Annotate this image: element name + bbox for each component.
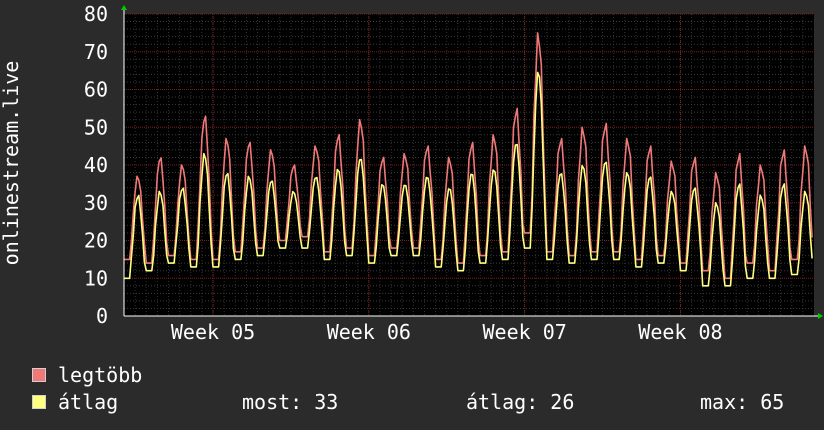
legend-label-avg: átlag bbox=[58, 390, 119, 414]
legend-swatch-avg bbox=[32, 395, 46, 409]
y-tick-label: 60 bbox=[84, 78, 108, 102]
legend-item-avg: átlag bbox=[32, 390, 119, 414]
series-line-1 bbox=[124, 71, 813, 287]
series-line-0 bbox=[124, 32, 813, 280]
y-tick-label: 70 bbox=[84, 40, 108, 64]
x-tick-label: Week 05 bbox=[171, 320, 255, 344]
y-tick-label: 40 bbox=[84, 153, 108, 177]
stat-current: most: 33 bbox=[242, 390, 339, 414]
x-axis-arrow bbox=[818, 313, 823, 319]
stat-average: átlag: 26 bbox=[466, 390, 575, 414]
legend-item-max: legtöbb bbox=[32, 363, 143, 387]
axes bbox=[121, 5, 823, 319]
stat-maximum: max: 65 bbox=[700, 390, 785, 414]
y-tick-label: 50 bbox=[84, 115, 108, 139]
y-tick-label: 10 bbox=[84, 266, 108, 290]
tick-labels: 0 10 20 30 40 50 60 70 80 Week 05 Week 06 Week 07 We… bbox=[0, 2, 723, 344]
y-tick-label: 0 bbox=[96, 304, 108, 328]
x-tick-label: Week 06 bbox=[327, 320, 411, 344]
x-tick-label: Week 08 bbox=[638, 320, 722, 344]
x-tick-label: Week 07 bbox=[482, 320, 566, 344]
y-tick-label: 30 bbox=[84, 191, 108, 215]
y-tick-label: 80 bbox=[84, 2, 108, 26]
y-axis-label: onlinestream.live bbox=[0, 61, 23, 266]
legend-swatch-max bbox=[32, 368, 46, 382]
legend-label-max: legtöbb bbox=[58, 363, 143, 387]
y-tick-label: 20 bbox=[84, 229, 108, 253]
y-axis-arrow bbox=[121, 5, 127, 10]
series-lines bbox=[124, 32, 813, 287]
